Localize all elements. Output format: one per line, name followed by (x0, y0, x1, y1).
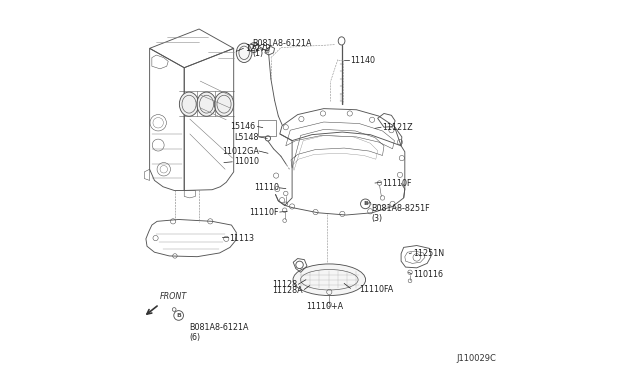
Text: 11012GA: 11012GA (222, 147, 259, 156)
Text: 11251N: 11251N (413, 249, 444, 258)
Text: 11110F: 11110F (250, 208, 279, 217)
Text: 11110FA: 11110FA (359, 285, 394, 294)
Text: 11128A: 11128A (272, 286, 303, 295)
Text: 15146: 15146 (230, 122, 255, 131)
Text: 11110F: 11110F (383, 179, 412, 187)
Text: 11121Z: 11121Z (383, 123, 413, 132)
Text: B081A8-8251F
(3): B081A8-8251F (3) (371, 204, 430, 223)
Text: FRONT: FRONT (160, 292, 188, 301)
Ellipse shape (214, 92, 234, 116)
Text: 11140: 11140 (351, 56, 376, 65)
Ellipse shape (197, 92, 216, 116)
Text: 11110: 11110 (254, 183, 279, 192)
Text: 11113: 11113 (229, 234, 254, 243)
Text: 110116: 110116 (413, 270, 443, 279)
Ellipse shape (293, 264, 365, 295)
Text: 11010: 11010 (234, 157, 259, 166)
Text: 12279: 12279 (245, 44, 270, 53)
Text: B: B (363, 201, 368, 206)
Text: B: B (176, 313, 181, 318)
Text: 11110+A: 11110+A (306, 302, 343, 311)
Text: J110029C: J110029C (457, 354, 497, 363)
Text: B: B (252, 45, 256, 50)
Text: B081A8-6121A
(6): B081A8-6121A (6) (189, 323, 248, 342)
Text: B081A8-6121A
(1): B081A8-6121A (1) (252, 39, 312, 58)
Text: L5148: L5148 (234, 133, 259, 142)
Ellipse shape (179, 92, 199, 116)
Ellipse shape (236, 43, 252, 62)
Text: 11128: 11128 (272, 280, 297, 289)
